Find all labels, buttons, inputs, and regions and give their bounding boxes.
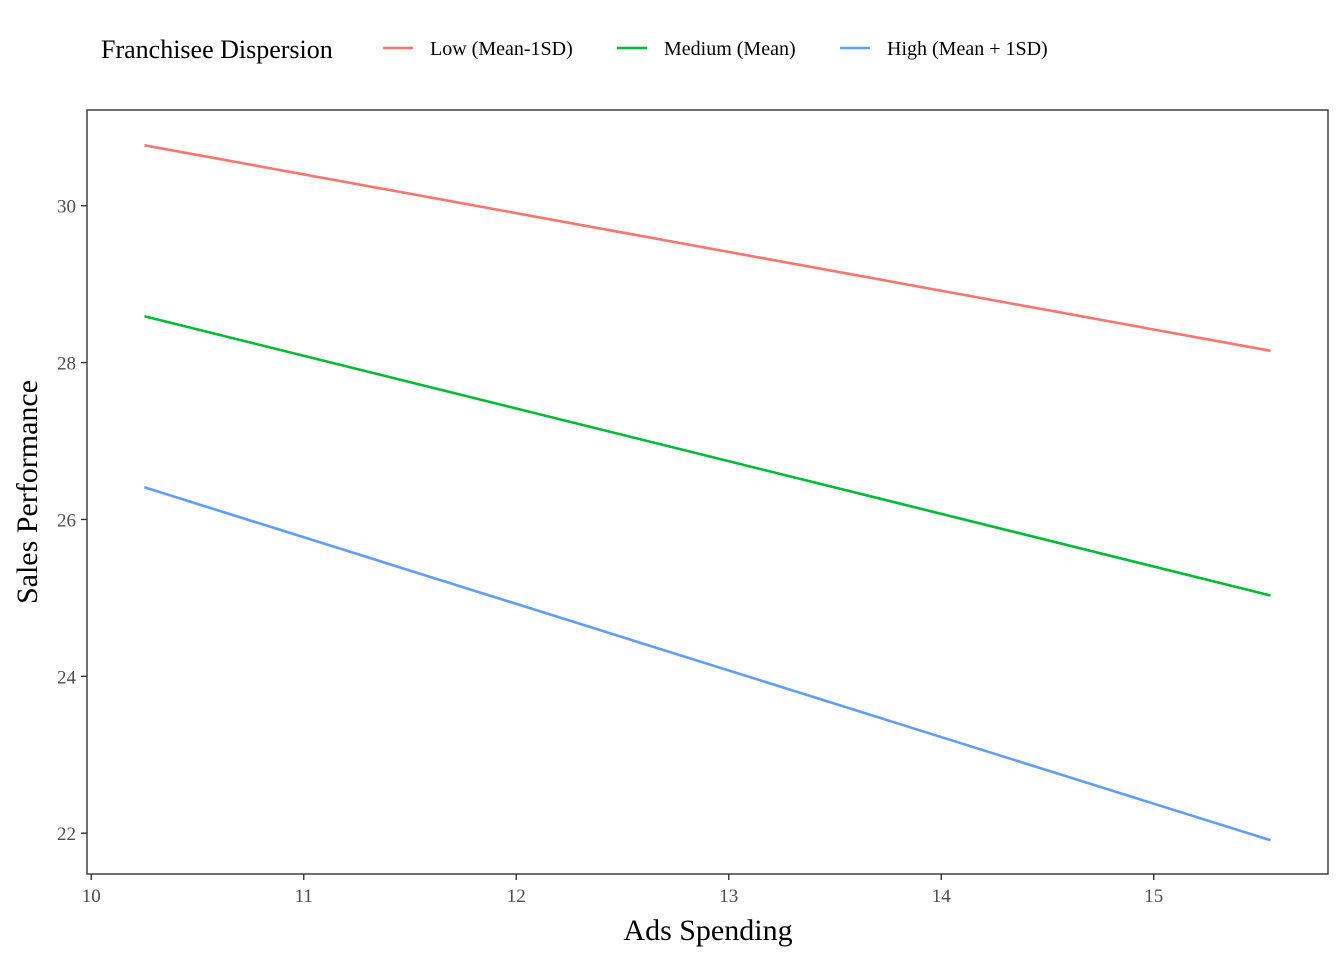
y-axis-title: Sales Performance <box>11 380 44 604</box>
legend-label-1: Medium (Mean) <box>664 38 796 60</box>
legend-title: Franchisee Dispersion <box>101 35 333 64</box>
x-tick-label-4: 14 <box>932 886 952 907</box>
y-tick-label-1: 24 <box>57 667 77 688</box>
legend-items: Low (Mean-1SD) Medium (Mean) High (Mean + … <box>383 38 1048 60</box>
legend: Franchisee Dispersion Low (Mean-1SD) Medi… <box>101 35 1048 64</box>
legend-label-0: Low (Mean-1SD) <box>430 38 573 60</box>
x-axis: 10 11 12 13 14 15 <box>82 874 1163 907</box>
plot-panel <box>86 109 1329 875</box>
x-tick-label-5: 15 <box>1144 886 1163 907</box>
x-tick-label-2: 12 <box>507 886 526 907</box>
legend-label-2: High (Mean + 1SD) <box>887 38 1048 60</box>
series-line-0 <box>144 144 1271 353</box>
series-line-1 <box>144 315 1271 597</box>
y-tick-label-0: 22 <box>57 824 76 845</box>
x-tick-label-3: 13 <box>719 886 738 907</box>
y-tick-label-3: 28 <box>57 354 76 375</box>
x-tick-label-0: 10 <box>82 886 101 907</box>
x-axis-title: Ads Spending <box>623 914 792 947</box>
y-tick-label-4: 30 <box>57 197 76 218</box>
y-axis: 22 24 26 28 30 <box>57 197 87 845</box>
x-tick-label-1: 11 <box>295 886 313 907</box>
y-tick-label-2: 26 <box>57 510 76 531</box>
series-line-2 <box>144 486 1271 842</box>
plot-lines <box>144 144 1271 842</box>
